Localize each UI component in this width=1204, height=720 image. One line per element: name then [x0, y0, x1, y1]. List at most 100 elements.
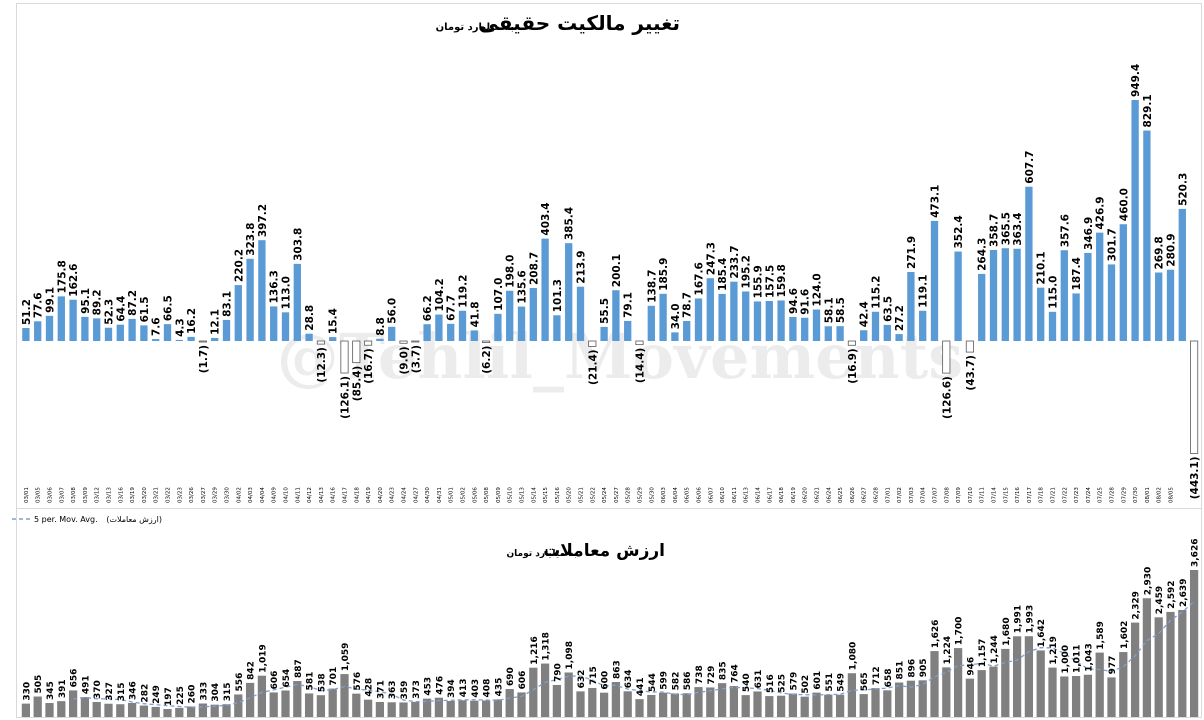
top-bar-value-label: 233.7 — [729, 245, 741, 278]
top-x-tick-label: 04/12 — [307, 487, 313, 503]
bottom-bar-value-label: 544 — [648, 673, 658, 692]
legend-moving-average-label: 5 per. Mov. Avg. — [34, 515, 98, 524]
top-x-tick-label: 06/27 — [862, 487, 868, 503]
bottom-bar — [1036, 650, 1045, 717]
top-bar — [824, 326, 832, 341]
bottom-bar-value-label: 606 — [518, 671, 528, 690]
top-bar-value-label: 66.2 — [422, 295, 434, 321]
top-x-tick-label: 04/30 — [425, 487, 431, 503]
bottom-bar — [375, 701, 385, 717]
top-chart-title: تغییر مالکیت حقیقی — [479, 11, 680, 35]
top-bar — [81, 316, 89, 341]
top-x-tick-label: 04/11 — [295, 487, 301, 503]
bottom-bar-value-label: 634 — [624, 670, 634, 689]
top-bar-value-label: 460.0 — [1118, 188, 1130, 221]
bottom-bar — [127, 702, 137, 717]
top-bar — [258, 240, 266, 341]
top-bar-value-label: 301.7 — [1107, 228, 1119, 261]
bottom-bar-value-label: 1,626 — [931, 620, 941, 648]
top-bar — [1025, 186, 1033, 341]
top-bar — [789, 316, 797, 341]
bottom-bar — [1060, 676, 1069, 717]
bottom-bar — [658, 692, 668, 717]
top-bar — [140, 325, 148, 341]
top-bar — [93, 318, 101, 341]
top-x-tick-label: 03/19 — [130, 487, 136, 503]
bottom-bar — [611, 682, 621, 717]
top-chart-subtitle: به میلیارد تومان — [436, 22, 514, 33]
chart-frame — [16, 3, 1202, 718]
bottom-bar — [965, 678, 975, 717]
top-x-tick-label: 07/21 — [1051, 487, 1057, 503]
bottom-bar — [1024, 636, 1034, 717]
top-bar-value-label: 155.9 — [753, 265, 765, 298]
top-bar-value-label: 352.4 — [953, 215, 965, 248]
top-bar — [329, 337, 337, 341]
top-bar-value-label: 247.3 — [705, 242, 717, 275]
top-bar — [152, 339, 160, 341]
top-bar-negative — [316, 340, 325, 345]
top-x-tick-label: 05/06 — [472, 487, 478, 503]
top-x-tick-label: 07/22 — [1062, 487, 1068, 503]
top-bar-value-label: (85.4) — [351, 366, 363, 402]
top-x-tick-label: 06/24 — [826, 487, 832, 503]
top-x-tick-label: 06/20 — [803, 487, 809, 503]
top-bar — [1155, 272, 1163, 341]
bottom-bar — [352, 693, 361, 717]
top-bar-negative — [635, 340, 644, 346]
top-bar — [69, 299, 77, 341]
bottom-bar-value-label: 315 — [117, 682, 127, 701]
bottom-bar — [68, 690, 78, 717]
bottom-bar — [186, 706, 196, 717]
top-x-tick-label: 04/31 — [437, 487, 443, 503]
top-bar-value-label: 136.3 — [269, 270, 281, 303]
top-bar — [659, 293, 667, 341]
top-bar-value-label: 213.9 — [576, 250, 588, 283]
bottom-bar-value-label: 371 — [376, 680, 386, 699]
bottom-bar-value-label: 581 — [306, 672, 316, 691]
bottom-bar — [883, 690, 892, 717]
top-bar-value-label: 61.5 — [139, 296, 151, 322]
top-bar — [175, 339, 183, 341]
top-bar-value-label: 107.0 — [493, 278, 505, 311]
top-bar — [930, 220, 939, 341]
top-bar-value-label: 200.1 — [611, 254, 623, 287]
top-x-tick-label: 06/07 — [708, 487, 714, 503]
top-bar — [753, 301, 762, 341]
bottom-bar — [304, 693, 314, 717]
top-bar — [895, 334, 903, 341]
top-bar — [423, 324, 431, 341]
bottom-bar-value-label: 579 — [789, 672, 799, 691]
bottom-bar — [717, 683, 727, 717]
bottom-bar — [446, 701, 455, 717]
top-bar-value-label: 403.4 — [540, 202, 552, 235]
top-bar-value-label: 520.3 — [1177, 173, 1189, 206]
top-x-tick-label: 07/09 — [956, 487, 962, 503]
top-bar — [211, 337, 219, 341]
bottom-bar — [953, 648, 963, 717]
bottom-chart-legend: 5 per. Mov. Avg. (ارزش معاملات) — [12, 515, 162, 524]
top-bar-value-label: 115.2 — [871, 276, 883, 309]
bottom-bar-value-label: 654 — [282, 669, 292, 688]
top-bar-value-label: 113.0 — [281, 276, 293, 309]
top-bar-value-label: 27.2 — [894, 305, 906, 331]
bottom-bar — [505, 689, 514, 717]
top-bar-value-label: 175.8 — [56, 260, 68, 293]
bottom-bar-value-label: 260 — [188, 685, 198, 704]
bottom-chart-bars — [21, 570, 1199, 717]
top-bar-value-label: 41.8 — [469, 301, 481, 327]
top-bar — [919, 310, 927, 341]
top-x-tick-label: 07/17 — [1027, 487, 1033, 503]
bottom-bar-value-label: 586 — [683, 671, 693, 690]
top-x-tick-label: 07/24 — [1086, 487, 1092, 503]
top-bar-value-label: 829.1 — [1142, 94, 1154, 127]
bottom-bar — [871, 688, 880, 717]
top-bar — [1178, 208, 1186, 341]
top-x-tick-label: 03/05 — [36, 487, 42, 503]
top-bar — [706, 278, 714, 341]
bottom-bar-value-label: 764 — [730, 664, 740, 683]
bottom-bar-value-label: 977 — [1108, 656, 1118, 675]
top-x-tick-label: 03/13 — [107, 487, 113, 503]
top-bar — [1084, 252, 1092, 341]
